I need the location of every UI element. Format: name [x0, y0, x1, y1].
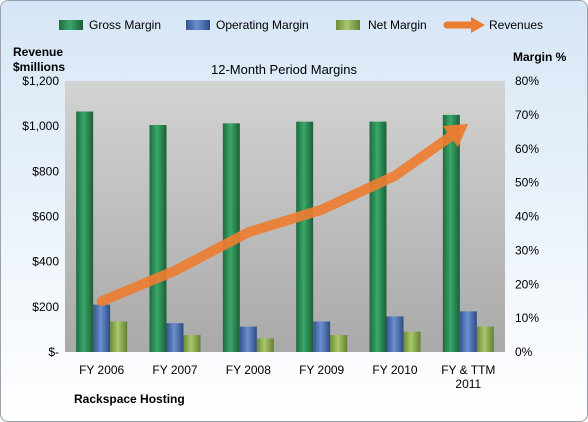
- right-tick-label: 30%: [515, 243, 539, 257]
- right-tick-label: 0%: [515, 345, 533, 359]
- revenue-series: [96, 123, 469, 307]
- right-tick-label: 10%: [515, 311, 539, 325]
- legend-label-gross-margin: Gross Margin: [89, 18, 161, 32]
- footer-company-name: Rackspace Hosting: [74, 392, 185, 406]
- left-axis-title-line1: Revenue: [13, 45, 63, 59]
- left-tick-label: $600: [32, 210, 59, 224]
- category-label: FY & TTM: [441, 363, 495, 377]
- gross-margin-bar: [149, 125, 167, 352]
- right-tick-label: 80%: [515, 74, 539, 88]
- chart-title: 12-Month Period Margins: [211, 62, 357, 77]
- legend-swatch-gross-margin: [59, 20, 83, 30]
- revenue-arrowhead: [442, 123, 469, 148]
- category-label: 2011: [455, 377, 481, 391]
- category-labels: FY 2006 FY 2007 FY 2008 FY 2009 FY 2010 FY & …: [79, 363, 495, 391]
- right-axis-title: Margin %: [513, 50, 567, 64]
- net-margin-bar: [256, 338, 274, 352]
- operating-margin-bar: [313, 321, 331, 352]
- operating-margin-bar: [239, 326, 257, 352]
- left-tick-label: $200: [32, 300, 59, 314]
- category-label: FY 2010: [372, 363, 417, 377]
- operating-margin-bar: [459, 311, 477, 352]
- operating-margin-bar: [386, 316, 404, 352]
- category-label: FY 2006: [79, 363, 124, 377]
- left-tick-label: $1,200: [22, 74, 59, 88]
- right-axis-ticks: 0% 10% 20% 30% 40% 50% 60% 70% 80%: [515, 74, 539, 359]
- right-tick-label: 70%: [515, 108, 539, 122]
- right-tick-label: 50%: [515, 176, 539, 190]
- legend-label-revenues: Revenues: [489, 18, 543, 32]
- legend-arrowhead-revenues: [471, 17, 485, 33]
- bar-series: [76, 111, 494, 353]
- right-tick-label: 40%: [515, 210, 539, 224]
- operating-margin-bar: [166, 323, 184, 352]
- legend-swatch-net-margin: [336, 20, 360, 30]
- net-margin-bar: [110, 321, 128, 352]
- legend-label-operating-margin: Operating Margin: [216, 18, 309, 32]
- gross-margin-bar: [76, 111, 94, 352]
- net-margin-bar: [183, 335, 201, 352]
- gross-margin-bar: [369, 121, 387, 353]
- net-margin-bar: [476, 326, 494, 352]
- right-tick-label: 20%: [515, 277, 539, 291]
- left-tick-label: $-: [48, 345, 59, 359]
- operating-margin-bar: [93, 304, 111, 352]
- net-margin-bar: [330, 335, 348, 352]
- legend: Gross Margin Operating Margin Net Margin…: [59, 17, 543, 33]
- left-tick-label: $1,000: [22, 119, 59, 133]
- gross-margin-bar: [442, 114, 460, 352]
- category-label: FY 2007: [152, 363, 197, 377]
- category-label: FY 2008: [226, 363, 271, 377]
- left-axis-title-line2: $millions: [13, 60, 65, 74]
- left-tick-label: $400: [32, 255, 59, 269]
- legend-label-net-margin: Net Margin: [368, 18, 427, 32]
- right-tick-label: 60%: [515, 142, 539, 156]
- left-tick-label: $800: [32, 164, 59, 178]
- revenue-line: [96, 131, 456, 307]
- legend-swatch-operating-margin: [186, 20, 210, 30]
- net-margin-bar: [403, 331, 421, 352]
- left-axis-ticks: $- $200 $400 $600 $800 $1,000 $1,200: [22, 74, 59, 359]
- gross-margin-bar: [296, 121, 314, 353]
- category-label: FY 2009: [299, 363, 344, 377]
